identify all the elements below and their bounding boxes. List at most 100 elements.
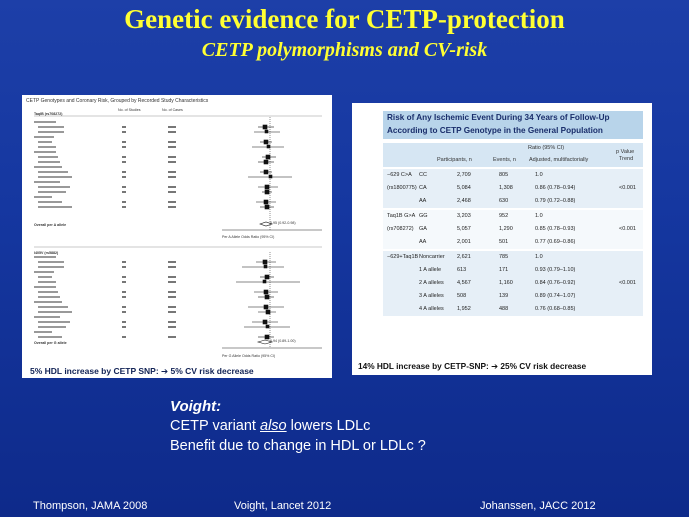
ratio-cell: 0.84 (0.76–0.92) [535,280,576,286]
forest-overall-g: Overall per G allele [34,341,67,345]
th-pvalue: p Value [616,149,635,155]
snp-label: (rs708272) [387,226,414,232]
genotype-cell: CC [419,172,427,178]
genotype-cell: Noncarrier [419,254,445,260]
ratio-cell: 1.0 [535,172,543,178]
line1-emphasis: also [260,418,287,434]
ratio-cell: 0.79 (0.72–0.88) [535,198,576,204]
genotype-cell: GA [419,226,427,232]
ref-voight: Voight, Lancet 2012 [234,500,332,512]
participants-cell: 613 [457,267,467,273]
events-cell: 1,308 [499,185,513,191]
ratio-cell: 0.77 (0.69–0.86) [535,239,576,245]
forest-col-studies: No. of Studies [118,108,141,112]
snp-label: (rs1800775) [387,185,417,191]
line1-post: lowers LDLc [286,418,371,434]
genotype-cell: AA [419,239,427,245]
participants-cell: 2,709 [457,172,471,178]
slide-title: Genetic evidence for CETP-protection [124,4,565,34]
forest-axis-label-g: Per G Allele Odds Ratio (95% CI) [222,354,276,358]
ratio-cell: 0.86 (0.78–0.94) [535,185,576,191]
forest-plot-graphic [34,115,322,349]
ref-thompson: Thompson, JAMA 2008 [33,500,148,512]
events-cell: 501 [499,239,509,245]
genotype-cell: CA [419,185,427,191]
genotype-cell: 3 A alleles [419,293,444,299]
forest-section-taqib: TaqIB (rs708272) [34,112,63,116]
caption-thompson: 5% HDL increase by CETP SNP: ➔ 5% CV ris… [22,364,332,378]
table-row: (rs708272) GA 5,057 1,290 0.85 (0.78–0.93) <0… [383,223,643,236]
table-title-line1: Risk of Any Ischemic Event During 34 Yea… [387,113,610,122]
slide-subtitle: CETP polymorphisms and CV-risk [201,39,488,61]
genotype-cell: 2 A alleles [419,280,444,286]
events-cell: 952 [499,213,509,219]
forest-overall-a: Overall per A allele [34,223,67,227]
pvalue-cell: <0.001 [619,280,636,286]
table-row: AA 2,001 501 0.77 (0.69–0.86) [383,236,643,249]
genotype-cell: 4 A alleles [419,306,444,312]
snp-label: Taq1B G>A [387,213,416,219]
pvalue-cell: <0.001 [619,185,636,191]
ratio-cell: 0.89 (0.74–1.07) [535,293,576,299]
ref-johanssen: Johanssen, JACC 2012 [480,500,596,512]
table-header: Ratio (95% CI) Participants, n Events, n… [383,143,643,167]
snp-label: −629+Taq1B [387,254,419,260]
th-adjusted: Adjusted, multifactorially [529,157,589,163]
cetp-genotype-table: Risk of Any Ischemic Event During 34 Yea… [352,103,652,375]
events-cell: 1,160 [499,280,513,286]
forest-summary-g: 0.94 (0.89-1.00) [270,339,296,343]
table-row: −629+Taq1B Noncarrier 2,621 785 1.0 [383,251,643,264]
forest-summary-a: 0.95 (0.92-0.98) [270,221,296,225]
forest-section-i405v: I405V (rs5882) [34,251,59,255]
line1-pre: CETP variant [170,418,260,434]
table-row: Taq1B G>A GG 3,203 952 1.0 [383,210,643,223]
table-row: 4 A alleles 1,952 488 0.76 (0.68–0.85) [383,303,643,316]
genotype-cell: 1 A allele [419,267,442,273]
participants-cell: 2,001 [457,239,471,245]
snp-label: −629 C>A [387,172,412,178]
events-cell: 805 [499,172,509,178]
ratio-cell: 1.0 [535,254,543,260]
genotype-cell: GG [419,213,428,219]
participants-cell: 2,468 [457,198,471,204]
voight-line-1: CETP variant also lowers LDLc [170,418,370,434]
participants-cell: 508 [457,293,467,299]
pvalue-cell: <0.001 [619,226,636,232]
genotype-cell: AA [419,198,427,204]
caption-johanssen: 14% HDL increase by CETP-SNP: ➔ 25% CV r… [352,357,652,375]
table-row: 1 A allele 613 171 0.93 (0.79–1.10) [383,264,643,277]
voight-heading: Voight: [170,398,222,415]
table-row: AA 2,468 630 0.79 (0.72–0.88) [383,195,643,208]
ratio-cell: 0.76 (0.68–0.85) [535,306,576,312]
events-cell: 1,290 [499,226,513,232]
participants-cell: 5,084 [457,185,471,191]
th-trend: Trend [619,156,634,162]
participants-cell: 1,952 [457,306,471,312]
events-cell: 630 [499,198,509,204]
participants-cell: 3,203 [457,213,471,219]
forest-plot-figure: CETP Genotypes and Coronary Risk, Groupe… [22,95,332,364]
table-row: 2 A alleles 4,567 1,160 0.84 (0.76–0.92) <0.… [383,277,643,290]
events-cell: 171 [499,267,509,273]
th-ratio: Ratio (95% CI) [528,145,565,151]
forest-axis-label-a: Per A Allele Odds Ratio (95% CI) [222,235,275,239]
th-events: Events, n [493,157,516,163]
table-row: (rs1800775) CA 5,084 1,308 0.86 (0.78–0.94) <… [383,182,643,195]
events-cell: 785 [499,254,509,260]
forest-heading: CETP Genotypes and Coronary Risk, Groupe… [26,98,209,104]
table-title-line2: According to CETP Genotype in the Genera… [387,126,603,135]
participants-cell: 5,057 [457,226,471,232]
ratio-cell: 1.0 [535,213,543,219]
ratio-cell: 0.85 (0.78–0.93) [535,226,576,232]
events-cell: 488 [499,306,509,312]
th-participants: Participants, n [437,157,472,163]
table-row: −629 C>A CC 2,709 805 1.0 [383,169,643,182]
events-cell: 139 [499,293,509,299]
ratio-cell: 0.93 (0.79–1.10) [535,267,576,273]
participants-cell: 2,621 [457,254,471,260]
participants-cell: 4,567 [457,280,471,286]
table-row: 3 A alleles 508 139 0.89 (0.74–1.07) [383,290,643,303]
table-title: Risk of Any Ischemic Event During 34 Yea… [383,111,643,139]
voight-line-2: Benefit due to change in HDL or LDLc ? [170,438,426,454]
forest-col-cases: No. of Cases [162,108,183,112]
